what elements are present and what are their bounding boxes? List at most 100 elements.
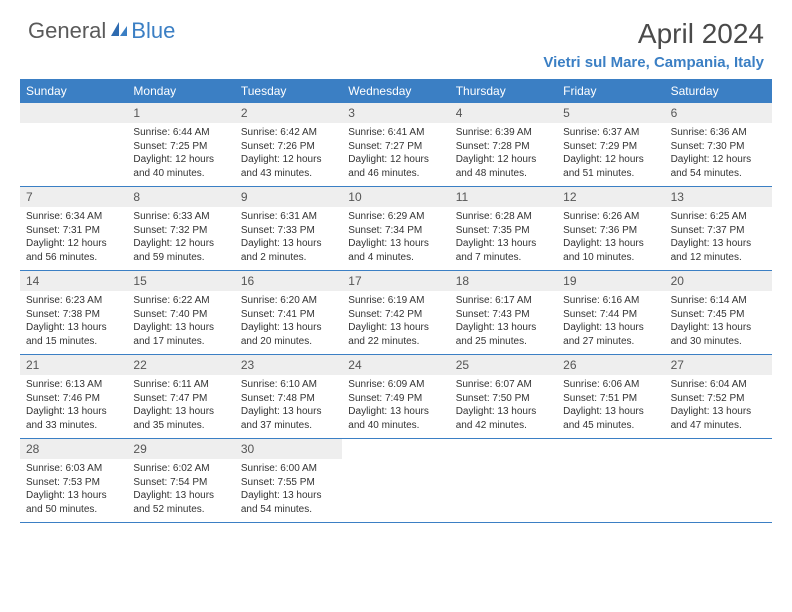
day-number: 11	[450, 187, 557, 207]
day-cell: 11Sunrise: 6:28 AMSunset: 7:35 PMDayligh…	[450, 187, 557, 270]
daylight-line-1: Daylight: 13 hours	[671, 237, 766, 251]
sunrise-line: Sunrise: 6:06 AM	[563, 378, 658, 392]
day-cell: 15Sunrise: 6:22 AMSunset: 7:40 PMDayligh…	[127, 271, 234, 354]
day-cell: 14Sunrise: 6:23 AMSunset: 7:38 PMDayligh…	[20, 271, 127, 354]
week-row: 7Sunrise: 6:34 AMSunset: 7:31 PMDaylight…	[20, 187, 772, 271]
daylight-line-1: Daylight: 13 hours	[456, 405, 551, 419]
day-body: Sunrise: 6:39 AMSunset: 7:28 PMDaylight:…	[450, 123, 557, 186]
sunrise-line: Sunrise: 6:25 AM	[671, 210, 766, 224]
sunrise-line: Sunrise: 6:13 AM	[26, 378, 121, 392]
daylight-line-1: Daylight: 12 hours	[133, 153, 228, 167]
day-number: 18	[450, 271, 557, 291]
daylight-line-1: Daylight: 13 hours	[133, 321, 228, 335]
weeks-container: 1Sunrise: 6:44 AMSunset: 7:25 PMDaylight…	[20, 103, 772, 523]
sunrise-line: Sunrise: 6:26 AM	[563, 210, 658, 224]
day-cell: 24Sunrise: 6:09 AMSunset: 7:49 PMDayligh…	[342, 355, 449, 438]
daylight-line-1: Daylight: 13 hours	[241, 405, 336, 419]
daylight-line-2: and 51 minutes.	[563, 167, 658, 181]
daylight-line-2: and 40 minutes.	[133, 167, 228, 181]
daylight-line-1: Daylight: 13 hours	[241, 489, 336, 503]
day-number: 2	[235, 103, 342, 123]
sunset-line: Sunset: 7:55 PM	[241, 476, 336, 490]
header: General Blue April 2024 Vietri sul Mare,…	[0, 0, 792, 79]
daylight-line-1: Daylight: 13 hours	[26, 321, 121, 335]
empty-cell	[342, 439, 449, 522]
sunrise-line: Sunrise: 6:09 AM	[348, 378, 443, 392]
daylight-line-2: and 12 minutes.	[671, 251, 766, 265]
day-number: 4	[450, 103, 557, 123]
month-title: April 2024	[543, 18, 764, 50]
location-label: Vietri sul Mare, Campania, Italy	[543, 54, 764, 71]
day-body: Sunrise: 6:17 AMSunset: 7:43 PMDaylight:…	[450, 291, 557, 354]
sunset-line: Sunset: 7:34 PM	[348, 224, 443, 238]
day-cell: 13Sunrise: 6:25 AMSunset: 7:37 PMDayligh…	[665, 187, 772, 270]
sunset-line: Sunset: 7:32 PM	[133, 224, 228, 238]
week-row: 14Sunrise: 6:23 AMSunset: 7:38 PMDayligh…	[20, 271, 772, 355]
sunset-line: Sunset: 7:33 PM	[241, 224, 336, 238]
daylight-line-1: Daylight: 13 hours	[563, 321, 658, 335]
day-cell: 9Sunrise: 6:31 AMSunset: 7:33 PMDaylight…	[235, 187, 342, 270]
day-body: Sunrise: 6:06 AMSunset: 7:51 PMDaylight:…	[557, 375, 664, 438]
day-number: 27	[665, 355, 772, 375]
sunset-line: Sunset: 7:25 PM	[133, 140, 228, 154]
sunset-line: Sunset: 7:36 PM	[563, 224, 658, 238]
daylight-line-2: and 52 minutes.	[133, 503, 228, 517]
daylight-line-1: Daylight: 13 hours	[563, 405, 658, 419]
day-number: 23	[235, 355, 342, 375]
day-cell: 25Sunrise: 6:07 AMSunset: 7:50 PMDayligh…	[450, 355, 557, 438]
day-number: 10	[342, 187, 449, 207]
day-body: Sunrise: 6:20 AMSunset: 7:41 PMDaylight:…	[235, 291, 342, 354]
logo-text-general: General	[28, 18, 106, 44]
daylight-line-2: and 30 minutes.	[671, 335, 766, 349]
sunset-line: Sunset: 7:35 PM	[456, 224, 551, 238]
daylight-line-2: and 4 minutes.	[348, 251, 443, 265]
week-row: 28Sunrise: 6:03 AMSunset: 7:53 PMDayligh…	[20, 439, 772, 523]
day-body: Sunrise: 6:13 AMSunset: 7:46 PMDaylight:…	[20, 375, 127, 438]
day-cell: 29Sunrise: 6:02 AMSunset: 7:54 PMDayligh…	[127, 439, 234, 522]
daylight-line-1: Daylight: 13 hours	[671, 321, 766, 335]
day-cell: 10Sunrise: 6:29 AMSunset: 7:34 PMDayligh…	[342, 187, 449, 270]
day-body: Sunrise: 6:19 AMSunset: 7:42 PMDaylight:…	[342, 291, 449, 354]
daylight-line-2: and 48 minutes.	[456, 167, 551, 181]
day-body: Sunrise: 6:44 AMSunset: 7:25 PMDaylight:…	[127, 123, 234, 186]
daylight-line-1: Daylight: 12 hours	[456, 153, 551, 167]
sunrise-line: Sunrise: 6:04 AM	[671, 378, 766, 392]
day-body: Sunrise: 6:11 AMSunset: 7:47 PMDaylight:…	[127, 375, 234, 438]
day-cell: 4Sunrise: 6:39 AMSunset: 7:28 PMDaylight…	[450, 103, 557, 186]
day-body: Sunrise: 6:00 AMSunset: 7:55 PMDaylight:…	[235, 459, 342, 522]
daylight-line-1: Daylight: 13 hours	[563, 237, 658, 251]
daylight-line-2: and 25 minutes.	[456, 335, 551, 349]
daylight-line-1: Daylight: 13 hours	[241, 321, 336, 335]
daylight-line-1: Daylight: 13 hours	[348, 237, 443, 251]
sunset-line: Sunset: 7:52 PM	[671, 392, 766, 406]
day-body: Sunrise: 6:14 AMSunset: 7:45 PMDaylight:…	[665, 291, 772, 354]
daylight-line-1: Daylight: 13 hours	[671, 405, 766, 419]
sunset-line: Sunset: 7:30 PM	[671, 140, 766, 154]
daylight-line-2: and 59 minutes.	[133, 251, 228, 265]
daylight-line-2: and 42 minutes.	[456, 419, 551, 433]
daylight-line-1: Daylight: 12 hours	[241, 153, 336, 167]
sunrise-line: Sunrise: 6:00 AM	[241, 462, 336, 476]
daylight-line-1: Daylight: 13 hours	[348, 405, 443, 419]
daylight-line-1: Daylight: 13 hours	[133, 489, 228, 503]
sunrise-line: Sunrise: 6:23 AM	[26, 294, 121, 308]
sunrise-line: Sunrise: 6:34 AM	[26, 210, 121, 224]
daylight-line-2: and 27 minutes.	[563, 335, 658, 349]
sunrise-line: Sunrise: 6:07 AM	[456, 378, 551, 392]
day-body: Sunrise: 6:36 AMSunset: 7:30 PMDaylight:…	[665, 123, 772, 186]
day-cell: 5Sunrise: 6:37 AMSunset: 7:29 PMDaylight…	[557, 103, 664, 186]
sunrise-line: Sunrise: 6:37 AM	[563, 126, 658, 140]
day-number: 6	[665, 103, 772, 123]
weekday-header-row: Sunday Monday Tuesday Wednesday Thursday…	[20, 79, 772, 103]
day-number: 20	[665, 271, 772, 291]
day-cell: 27 Sunrise: 6:04 AMSunset: 7:52 PMDayligh…	[665, 355, 772, 438]
sunset-line: Sunset: 7:49 PM	[348, 392, 443, 406]
week-row: 1Sunrise: 6:44 AMSunset: 7:25 PMDaylight…	[20, 103, 772, 187]
sunset-line: Sunset: 7:27 PM	[348, 140, 443, 154]
day-number: 13	[665, 187, 772, 207]
sunrise-line: Sunrise: 6:14 AM	[671, 294, 766, 308]
daylight-line-1: Daylight: 13 hours	[241, 237, 336, 251]
empty-cell	[557, 439, 664, 522]
sunrise-line: Sunrise: 6:31 AM	[241, 210, 336, 224]
empty-cell	[665, 439, 772, 522]
